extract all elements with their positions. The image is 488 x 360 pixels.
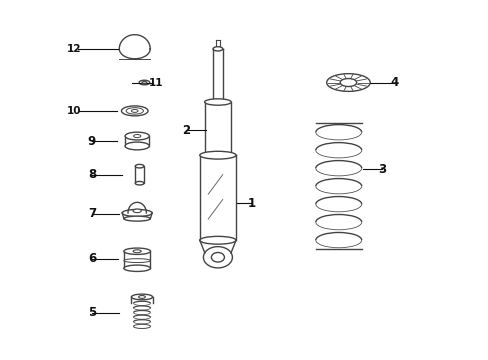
Circle shape xyxy=(203,247,232,268)
Ellipse shape xyxy=(213,47,223,51)
Ellipse shape xyxy=(135,181,143,185)
Text: 5: 5 xyxy=(88,306,96,319)
Ellipse shape xyxy=(133,135,141,138)
Text: 11: 11 xyxy=(148,77,163,87)
Ellipse shape xyxy=(200,237,236,244)
Text: 9: 9 xyxy=(88,135,96,148)
Ellipse shape xyxy=(135,165,143,168)
Circle shape xyxy=(211,252,224,262)
Text: 1: 1 xyxy=(247,197,255,210)
Ellipse shape xyxy=(142,81,146,84)
Text: 2: 2 xyxy=(182,124,190,137)
Ellipse shape xyxy=(133,250,141,253)
Ellipse shape xyxy=(139,80,149,85)
Ellipse shape xyxy=(122,210,152,216)
Ellipse shape xyxy=(125,142,149,150)
Ellipse shape xyxy=(123,265,150,271)
Ellipse shape xyxy=(126,108,143,114)
Text: 7: 7 xyxy=(88,207,96,220)
Ellipse shape xyxy=(123,248,150,255)
Text: 8: 8 xyxy=(88,168,96,181)
Ellipse shape xyxy=(125,132,149,140)
Ellipse shape xyxy=(326,74,369,91)
Ellipse shape xyxy=(204,99,231,105)
Ellipse shape xyxy=(200,151,236,159)
Ellipse shape xyxy=(124,216,150,221)
Bar xyxy=(135,166,143,183)
Ellipse shape xyxy=(133,209,141,213)
Ellipse shape xyxy=(121,106,148,116)
Ellipse shape xyxy=(131,109,138,112)
Text: 6: 6 xyxy=(88,252,96,265)
Ellipse shape xyxy=(123,259,150,262)
Ellipse shape xyxy=(131,294,152,300)
Text: 10: 10 xyxy=(67,106,81,116)
Text: 4: 4 xyxy=(390,76,398,89)
Ellipse shape xyxy=(204,152,231,158)
Ellipse shape xyxy=(138,296,145,298)
Ellipse shape xyxy=(340,78,356,86)
Text: 3: 3 xyxy=(378,163,386,176)
Ellipse shape xyxy=(133,324,150,328)
Text: 12: 12 xyxy=(67,44,81,54)
